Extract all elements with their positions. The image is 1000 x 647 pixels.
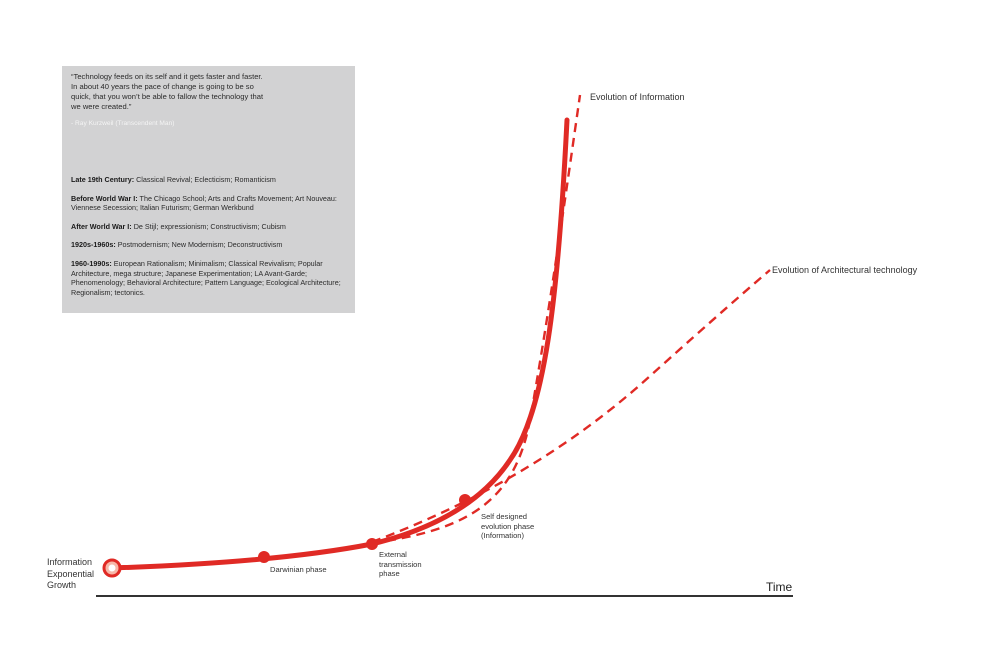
era-movements: Postmodernism; New Modernism; Deconstruc… bbox=[115, 240, 283, 250]
era-period: 1960-1990s: bbox=[71, 258, 112, 268]
self-designed-marker bbox=[459, 494, 471, 506]
origin-point-center bbox=[108, 564, 116, 572]
era-item: 1920s-1960s: Postmodernism; New Modernis… bbox=[71, 240, 347, 250]
darwinian-phase-marker bbox=[258, 551, 270, 563]
time-axis-label: Time bbox=[766, 580, 793, 594]
era-movements: Classical Revival; Eclecticism; Romantic… bbox=[134, 175, 276, 184]
era-item: 1960-1990s: European Rationalism; Minima… bbox=[71, 259, 347, 297]
era-movements: The Chicago School; Arts and Crafts Move… bbox=[71, 193, 337, 213]
external-transmission-label: External transmission phase bbox=[379, 550, 422, 579]
era-item: After World War I: De Stijl; expressioni… bbox=[71, 222, 347, 232]
era-list: Late 19th Century: Classical Revival; Ec… bbox=[71, 175, 347, 306]
era-period: Late 19th Century: bbox=[71, 175, 135, 184]
information-curve-label: Evolution of Information bbox=[590, 92, 685, 102]
era-movements: European Rationalism; Minimalism; Classi… bbox=[71, 258, 341, 297]
era-movements: De Stijl; expressionism; Constructivism;… bbox=[131, 221, 286, 231]
darwinian-phase-label: Darwinian phase bbox=[270, 565, 327, 574]
architectural-technology-curve bbox=[371, 269, 771, 544]
era-item: Late 19th Century: Classical Revival; Ec… bbox=[71, 175, 347, 185]
quote-box: “Technology feeds on its self and it get… bbox=[62, 66, 355, 313]
era-item: Before World War I: The Chicago School; … bbox=[71, 194, 347, 213]
kurzweil-quote: “Technology feeds on its self and it get… bbox=[71, 72, 264, 111]
quote-attribution: - Ray Kurzweil (Transcendent Man) bbox=[71, 120, 175, 127]
growth-curve bbox=[109, 117, 570, 571]
era-period: Before World War I: bbox=[71, 193, 138, 203]
external-transmission-marker bbox=[366, 538, 378, 550]
architectural-curve-label: Evolution of Architectural technology bbox=[772, 265, 918, 275]
era-period: After World War I: bbox=[71, 221, 132, 231]
origin-label: Information Exponential Growth bbox=[47, 557, 95, 590]
era-period: 1920s-1960s: bbox=[71, 240, 116, 250]
self-designed-label: Self designed evolution phase (Informati… bbox=[481, 512, 535, 541]
